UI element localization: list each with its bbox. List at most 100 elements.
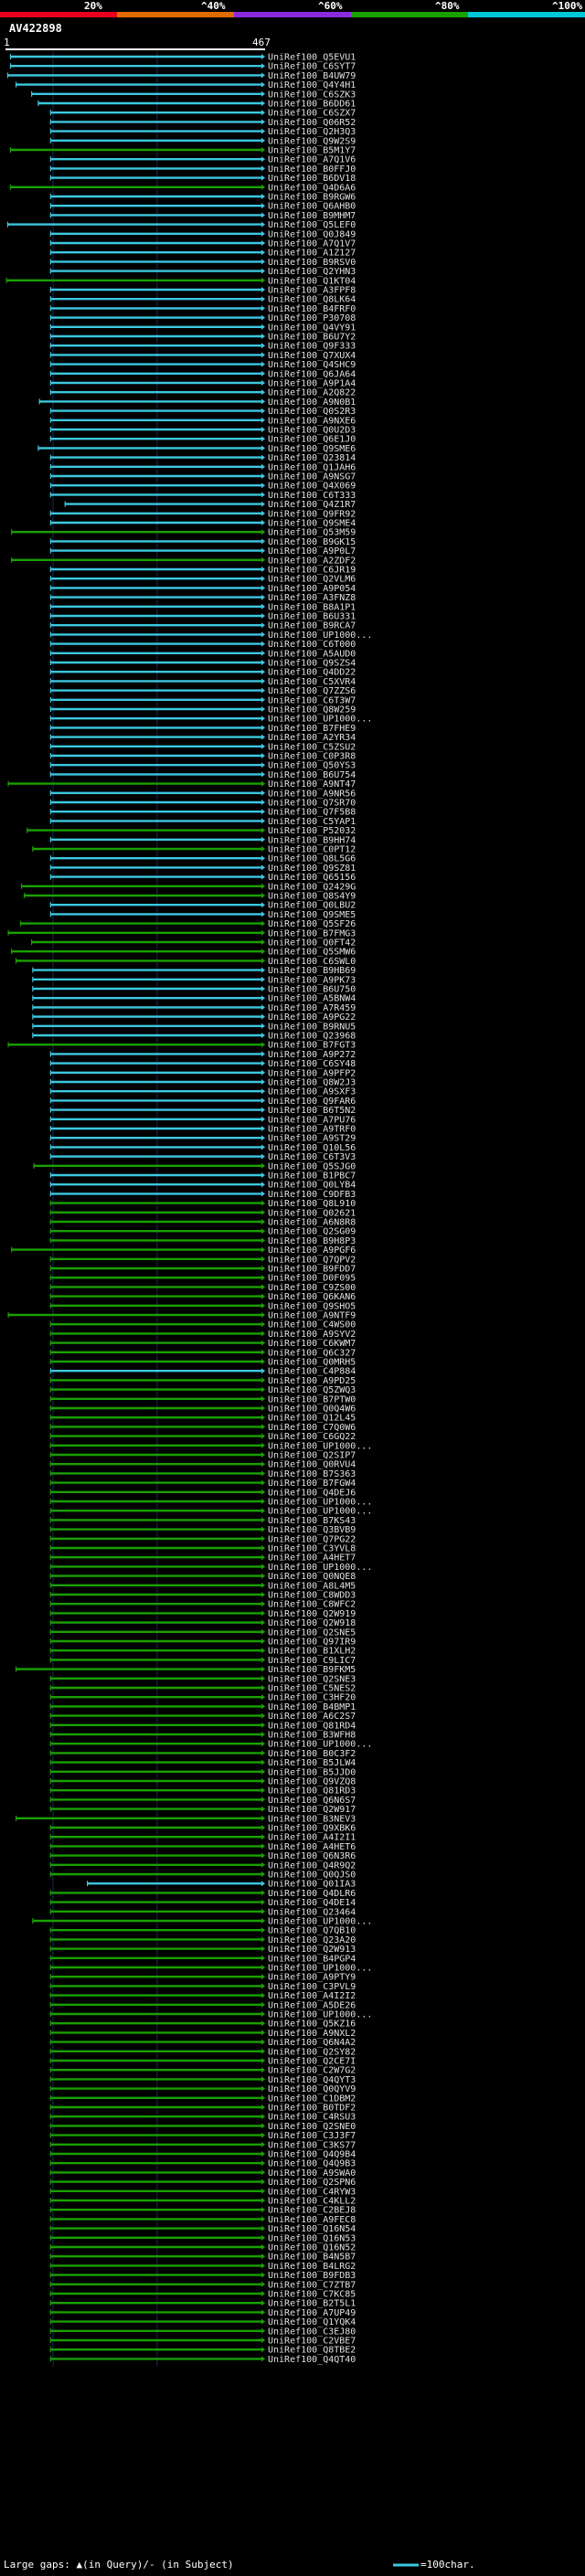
hit-arrow xyxy=(261,2272,265,2278)
hit-arrow xyxy=(261,660,265,665)
hit-label: UniRef100_D0F095 xyxy=(268,1274,356,1284)
hit-label: UniRef100_C7Q0W6 xyxy=(268,1423,356,1433)
hit-arrow xyxy=(261,734,265,740)
hit-arrow xyxy=(261,296,265,302)
hit-label: UniRef100_C6JR19 xyxy=(268,566,356,576)
hit-label: UniRef100_Q6AHB0 xyxy=(268,202,356,212)
hit-label: UniRef100_Q9FAR6 xyxy=(268,1097,356,1107)
hit-arrow xyxy=(261,883,265,889)
hit-label: UniRef100_C4P884 xyxy=(268,1367,356,1377)
hit-arrow xyxy=(261,603,265,610)
hit-label: UniRef100_Q4DEJ6 xyxy=(268,1488,356,1498)
hit-label: UniRef100_B3NEV3 xyxy=(268,1814,356,1824)
hit-label: UniRef100_Q4DE14 xyxy=(268,1898,356,1908)
axis-end-label: 467 xyxy=(252,37,271,48)
hit-label: UniRef100_A9NXE6 xyxy=(268,416,356,426)
hit-label: UniRef100_A9FEC8 xyxy=(268,2215,356,2225)
hit-arrow xyxy=(261,1815,265,1821)
hit-label: UniRef100_B9FDD7 xyxy=(268,1265,356,1275)
hit-arrow xyxy=(261,352,265,358)
hit-label: UniRef100_Q2SNE0 xyxy=(268,2122,356,2132)
hit-arrow xyxy=(261,1256,265,1262)
hit-arrow xyxy=(261,1489,265,1495)
hit-arrow xyxy=(261,203,265,209)
hit-label: UniRef100_A9PK73 xyxy=(268,975,356,985)
hit-arrow xyxy=(261,1881,265,1887)
hit-arrow xyxy=(261,893,265,898)
hit-arrow xyxy=(261,1395,265,1402)
hit-arrow xyxy=(261,1638,265,1644)
hit-label: UniRef100_UP1000... xyxy=(268,1441,372,1451)
hit-arrow xyxy=(261,1135,265,1141)
hit-arrow xyxy=(261,137,265,143)
hit-arrow xyxy=(261,287,265,292)
hit-arrow xyxy=(261,1592,265,1597)
hit-arrow xyxy=(261,1582,265,1588)
hit-label: UniRef100_B9MHM7 xyxy=(268,211,356,221)
hit-arrow xyxy=(261,1936,265,1943)
hit-arrow xyxy=(261,2356,265,2362)
hit-label: UniRef100_A2Q822 xyxy=(268,388,356,398)
hit-arrow xyxy=(261,1023,265,1029)
hit-arrow xyxy=(261,194,265,199)
hit-arrow xyxy=(261,1610,265,1617)
hit-label: UniRef100_B4N5B7 xyxy=(268,2253,356,2263)
hit-label: UniRef100_C2VBE7 xyxy=(268,2337,356,2347)
hit-label: UniRef100_A8L4M5 xyxy=(268,1581,356,1591)
hit-arrow xyxy=(261,2020,265,2027)
hit-arrow xyxy=(261,63,265,69)
hit-label: UniRef100_B7S363 xyxy=(268,1469,356,1479)
hit-label: UniRef100_Q9SZS4 xyxy=(268,659,356,669)
hit-label: UniRef100_Q9FR92 xyxy=(268,509,356,519)
hit-label: UniRef100_Q9SME4 xyxy=(268,519,356,529)
hit-arrow xyxy=(261,2048,265,2054)
hit-label: UniRef100_Q6N6S7 xyxy=(268,1796,356,1806)
hit-arrow xyxy=(261,557,265,563)
legend-gaps-text: Large gaps: ▲(in Query)/- (in Subject) xyxy=(4,2559,234,2571)
hit-label: UniRef100_Q6C327 xyxy=(268,1348,356,1358)
hit-label: UniRef100_A9PG22 xyxy=(268,1012,356,1023)
hit-label: UniRef100_C6SY48 xyxy=(268,1059,356,1069)
hit-arrow xyxy=(261,855,265,862)
hit-arrow xyxy=(261,1377,265,1383)
hit-label: UniRef100_Q2W913 xyxy=(268,1945,356,1955)
hit-arrow xyxy=(261,1153,265,1160)
hit-label: UniRef100_B9HH74 xyxy=(268,835,356,845)
hit-label: UniRef100_Q7PG22 xyxy=(268,1534,356,1544)
hit-label: UniRef100_B6U331 xyxy=(268,612,356,622)
hit-label: UniRef100_Q2SIP7 xyxy=(268,1451,356,1461)
hit-arrow xyxy=(261,1768,265,1775)
hit-arrow xyxy=(261,1386,265,1393)
hit-arrow xyxy=(261,1825,265,1830)
hit-label: UniRef100_Q12L45 xyxy=(268,1414,356,1424)
hit-label: UniRef100_Q6N3R6 xyxy=(268,1851,356,1861)
hit-label: UniRef100_B9RNU5 xyxy=(268,1022,356,1032)
hit-arrow xyxy=(261,2318,265,2325)
hit-label: UniRef100_C6KWM7 xyxy=(268,1339,356,1349)
hit-arrow xyxy=(261,1116,265,1122)
hit-label: UniRef100_Q0NQE8 xyxy=(268,1572,356,1582)
hit-arrow xyxy=(261,678,265,684)
hit-arrow xyxy=(261,427,265,432)
hit-label: UniRef100_B7FMG3 xyxy=(268,928,356,938)
hit-arrow xyxy=(261,967,265,973)
hit-arrow xyxy=(261,1787,265,1794)
hit-label: UniRef100_A9SWA0 xyxy=(268,2168,356,2178)
hit-label: UniRef100_B7FGT3 xyxy=(268,1041,356,1051)
hit-label: UniRef100_Q1JAH6 xyxy=(268,462,356,472)
hit-arrow xyxy=(261,2141,265,2147)
hit-label: UniRef100_Q4DD22 xyxy=(268,668,356,678)
hit-label: UniRef100_Q0QYV9 xyxy=(268,2084,356,2094)
scale-segment-1 xyxy=(0,12,117,17)
hit-arrow xyxy=(261,1834,265,1840)
hit-label: UniRef100_Q8LK64 xyxy=(268,295,356,305)
hit-arrow xyxy=(261,249,265,256)
hit-arrow xyxy=(261,2207,265,2213)
hit-label: UniRef100_B4UW79 xyxy=(268,71,356,81)
hit-label: UniRef100_A4HET6 xyxy=(268,1842,356,1852)
hit-arrow xyxy=(261,529,265,535)
hit-arrow xyxy=(261,809,265,815)
hit-arrow xyxy=(261,343,265,349)
hit-arrow xyxy=(261,864,265,871)
hit-label: UniRef100_A6N8R8 xyxy=(268,1218,356,1228)
